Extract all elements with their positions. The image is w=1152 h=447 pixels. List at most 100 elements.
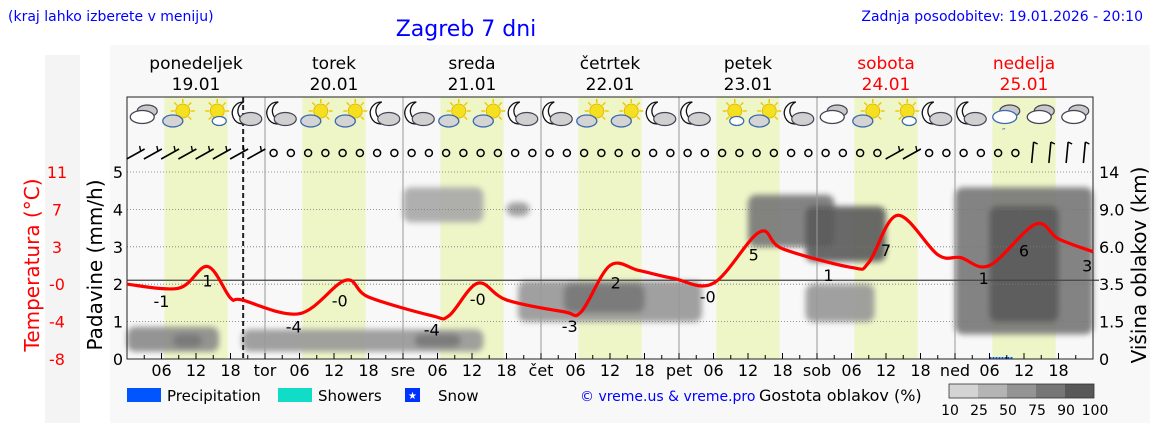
x-tick-label: 06	[703, 361, 723, 380]
x-tick-label: 18	[910, 361, 930, 380]
daylight-band	[440, 97, 504, 359]
precipitation-axis-label: Padavine (mm/h)	[83, 179, 107, 350]
barb-shaft	[902, 148, 922, 160]
temperature-line	[126, 213, 1094, 321]
legend: Precipitation Showers ★ Snow © vreme.us …	[127, 383, 1109, 419]
daylight-band	[302, 97, 366, 359]
temperature-axis-label: Temperatura (°C)	[20, 178, 44, 352]
precipitation-tick: 5	[113, 163, 123, 182]
copyright-link[interactable]: © vreme.us & vreme.pro	[580, 389, 755, 405]
cloud-front	[992, 109, 1018, 125]
sun-ray	[774, 116, 779, 121]
sun-ray	[601, 116, 606, 121]
sun-ray	[173, 101, 178, 106]
sun-ray	[325, 101, 330, 106]
page-title: Zagreb 7 dni	[396, 17, 537, 42]
x-tick-label: 06	[427, 361, 447, 380]
cloud-density-step: 100	[1082, 403, 1109, 419]
cloud	[472, 114, 494, 128]
cloud	[239, 111, 263, 127]
cloud-density-swatch	[1065, 384, 1094, 398]
x-tick-label: čet	[529, 361, 554, 380]
wind-calm-icon	[493, 148, 503, 158]
sun-ray	[636, 101, 641, 106]
overcast-icon	[819, 104, 848, 125]
wind-calm-icon	[924, 148, 934, 158]
wind-barb-icon	[177, 145, 197, 160]
sun-ray	[360, 101, 365, 106]
wind-calm-icon	[873, 148, 882, 158]
cloud	[963, 111, 987, 127]
cloud	[852, 114, 874, 128]
temperature-label: 5	[749, 245, 759, 264]
x-tick-label: 12	[1014, 361, 1034, 380]
cloud-density-step: 25	[970, 403, 988, 419]
sun-ray	[739, 101, 744, 106]
wind-calm-icon	[510, 148, 520, 158]
day-date: 21.01	[448, 75, 497, 95]
day-name: četrtek	[580, 54, 641, 74]
x-tick-label: 18	[220, 361, 240, 380]
cloud-density-swatch	[1036, 384, 1065, 398]
temperature-label: 3	[1082, 257, 1092, 276]
barb-shaft	[177, 148, 197, 160]
location-hint[interactable]: (kraj lahko izberete v meniju)	[8, 9, 214, 25]
precipitation-tick: 1	[113, 313, 123, 332]
barb-shaft	[885, 148, 905, 160]
temperature-tick: -0	[49, 275, 65, 294]
sun-cloud-icon	[334, 99, 368, 128]
wind-calm-icon	[459, 148, 468, 158]
wind-barb-icon	[1065, 141, 1073, 164]
wind-barb-icon	[1082, 141, 1090, 164]
cloud-density-region	[989, 206, 1059, 322]
drizzle-mark: ″	[1002, 127, 1006, 138]
cloud	[211, 115, 227, 127]
barb-shaft	[1048, 141, 1052, 164]
sun	[209, 103, 225, 119]
temperature-label: 1	[202, 271, 212, 290]
sun-ray	[725, 101, 730, 106]
cloud	[653, 111, 677, 127]
barb-flag	[259, 145, 263, 152]
temperature-label: 1	[979, 269, 989, 288]
barb-shaft	[1065, 141, 1069, 164]
wind-barb-icon	[160, 145, 180, 160]
sun-ray	[898, 101, 903, 106]
wind-calm-icon	[597, 148, 606, 158]
sun-cloud-icon	[852, 99, 885, 128]
precipitation-tick: 4	[113, 200, 123, 219]
cloud	[411, 111, 435, 127]
cloud	[515, 111, 539, 127]
moon-cloud-icon	[645, 101, 677, 127]
cloud-density-step: 10	[941, 403, 959, 419]
wind-calm-icon	[855, 148, 865, 158]
sun-ray	[484, 101, 489, 106]
cloud-density-step: 50	[999, 403, 1017, 419]
barb-shaft	[229, 148, 249, 160]
sun-ray	[311, 101, 316, 106]
sun-small-cloud-icon	[205, 99, 230, 127]
moon-cloud-icon	[404, 101, 435, 127]
wind-calm-icon	[614, 148, 623, 158]
wind-calm-icon	[303, 148, 313, 158]
cloud-density-region	[127, 326, 219, 352]
wind-calm-icon	[355, 148, 365, 158]
day-date: 24.01	[862, 75, 911, 95]
sun-ray	[877, 116, 882, 121]
sun-ray	[863, 101, 868, 106]
barb-flag	[1050, 141, 1056, 145]
overcast-icon	[1026, 104, 1055, 125]
temperature-label: -1	[154, 292, 170, 311]
barb-flag	[156, 145, 159, 152]
precipitation-tick: 2	[113, 275, 123, 294]
moon-cloud-icon	[956, 101, 987, 127]
day-date: 22.01	[586, 75, 635, 95]
day-date: 23.01	[724, 75, 773, 95]
moon-cloud-icon	[542, 101, 573, 127]
wind-calm-icon	[993, 148, 1003, 158]
barb-flag	[915, 145, 918, 152]
wind-calm-icon	[769, 148, 779, 158]
barb-shaft	[160, 148, 180, 160]
plot-area: ″ -1 1 -4 -0 -4 -0 -3 2 -0 5 1 7 1 6 3 11 7 3 -0 -4 -8 5 4 3 2 1 0 1…	[47, 96, 1124, 380]
